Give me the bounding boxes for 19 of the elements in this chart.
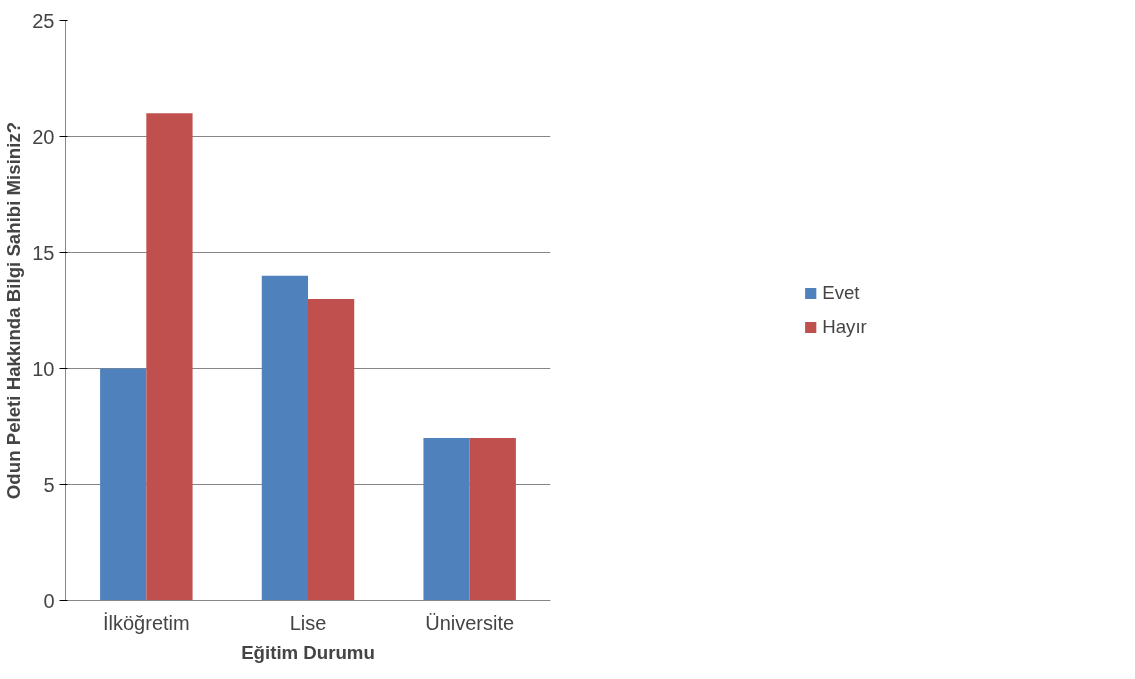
bar xyxy=(146,113,193,601)
bar xyxy=(308,298,355,601)
y-tick-label: 0 xyxy=(43,589,55,612)
x-tick-label: Üniversite xyxy=(425,611,515,634)
y-axis-title: Odun Peleti Hakkında Bilgi Sahibi Misiniz? xyxy=(3,121,25,500)
y-tick-label: 10 xyxy=(32,357,55,380)
x-tick-label: İlköğretim xyxy=(102,611,190,634)
legend-label: Evet xyxy=(822,282,860,304)
x-tick-label: Lise xyxy=(289,611,327,634)
legend-label: Hayır xyxy=(822,316,867,338)
y-tick-label: 15 xyxy=(32,241,55,264)
x-axis-title: Eğitim Durumu xyxy=(241,641,375,663)
bar xyxy=(100,368,147,601)
bar xyxy=(261,275,308,601)
bar xyxy=(469,438,516,601)
y-tick-label: 25 xyxy=(32,9,55,32)
y-tick-label: 20 xyxy=(32,125,55,148)
y-tick-label: 5 xyxy=(43,473,55,496)
bar xyxy=(423,438,470,601)
